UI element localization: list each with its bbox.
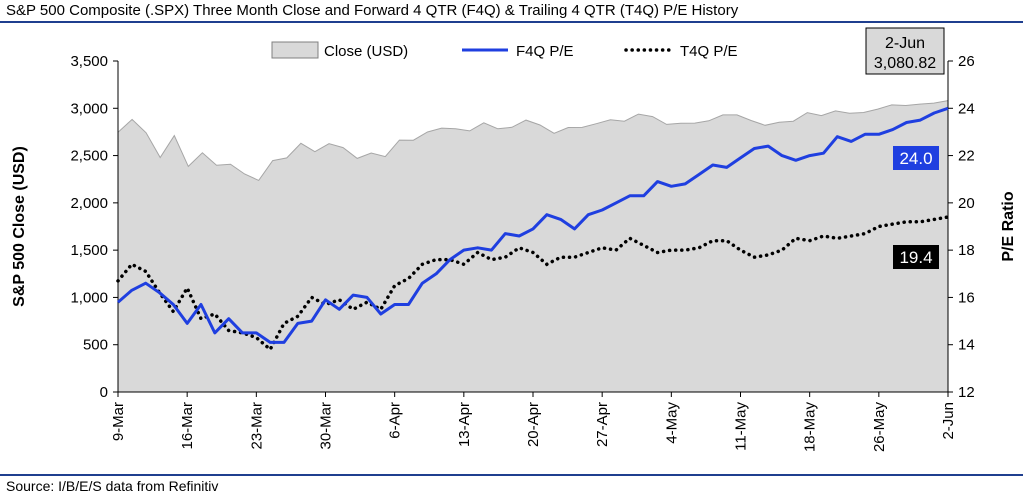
x-tick-label: 4-May bbox=[663, 402, 680, 444]
right-tick-label: 16 bbox=[958, 289, 975, 306]
source-note: Source: I/B/E/S data from Refinitiv bbox=[6, 478, 219, 494]
legend-label-f4q: F4Q P/E bbox=[516, 43, 574, 60]
right-tick-label: 22 bbox=[958, 148, 975, 165]
title-rule bbox=[0, 21, 1023, 23]
date-callout-box bbox=[865, 27, 945, 75]
x-tick-label: 23-Mar bbox=[248, 402, 265, 450]
x-tick-label: 26-May bbox=[871, 402, 888, 453]
f4q-last-label-box bbox=[893, 146, 939, 170]
right-tick-label: 24 bbox=[958, 100, 975, 117]
t4q-line bbox=[116, 215, 950, 353]
left-tick-label: 500 bbox=[83, 337, 108, 354]
x-tick-label: 20-Apr bbox=[525, 402, 542, 447]
callout-layer: 2-Jun 3,080.82 24.0 19.4 bbox=[865, 27, 945, 269]
left-tick-label: 3,000 bbox=[70, 100, 108, 117]
x-tick-label: 9-Mar bbox=[110, 402, 127, 441]
x-tick-label: 11-May bbox=[733, 402, 750, 451]
axes-layer: 0 500 1,000 1,500 2,000 2,500 3,000 3,500 12 14 16… bbox=[11, 53, 1017, 452]
left-tick-label: 2,000 bbox=[70, 195, 108, 212]
left-tick-label: 1,500 bbox=[70, 242, 108, 259]
x-tick-label: 18-May bbox=[802, 402, 819, 453]
source-rule bbox=[0, 474, 1023, 476]
left-tick-label: 0 bbox=[100, 384, 108, 401]
t4q-last-label: 19.4 bbox=[899, 248, 932, 267]
x-tick-label: 27-Apr bbox=[594, 402, 611, 447]
chart-canvas: 0 500 1,000 1,500 2,000 2,500 3,000 3,500 12 14 16… bbox=[11, 27, 1017, 452]
x-tick-label: 6-Apr bbox=[387, 402, 404, 439]
right-tick-label: 20 bbox=[958, 195, 975, 212]
x-tick-label: 16-Mar bbox=[179, 402, 196, 450]
pe-lines-layer bbox=[116, 106, 950, 353]
right-axis-title: P/E Ratio bbox=[1000, 191, 1017, 261]
x-tick-label: 13-Apr bbox=[456, 402, 473, 447]
left-axis-title: S&P 500 Close (USD) bbox=[11, 146, 28, 307]
x-tick-label: 30-Mar bbox=[318, 402, 335, 450]
chart-title: S&P 500 Composite (.SPX) Three Month Clo… bbox=[6, 2, 739, 19]
legend-label-t4q: T4Q P/E bbox=[680, 43, 738, 60]
date-callout-date: 2-Jun bbox=[885, 35, 925, 52]
left-tick-label: 2,500 bbox=[70, 148, 108, 165]
left-tick-label: 3,500 bbox=[70, 53, 108, 70]
right-tick-label: 26 bbox=[958, 53, 975, 70]
t4q-last-label-box bbox=[893, 245, 939, 269]
close-area-layer bbox=[117, 100, 949, 393]
f4q-line bbox=[117, 106, 949, 344]
right-tick-label: 14 bbox=[958, 337, 975, 354]
right-tick-label: 12 bbox=[958, 384, 975, 401]
x-tick-label: 2-Jun bbox=[940, 402, 957, 440]
right-tick-label: 18 bbox=[958, 242, 975, 259]
legend: Close (USD) F4Q P/E T4Q P/E bbox=[271, 41, 738, 60]
f4q-last-label: 24.0 bbox=[899, 149, 932, 168]
legend-label-close: Close (USD) bbox=[324, 43, 408, 60]
close-area bbox=[117, 100, 949, 393]
left-tick-label: 1,000 bbox=[70, 289, 108, 306]
date-callout-close: 3,080.82 bbox=[874, 55, 936, 72]
legend-swatch-close bbox=[271, 41, 319, 59]
